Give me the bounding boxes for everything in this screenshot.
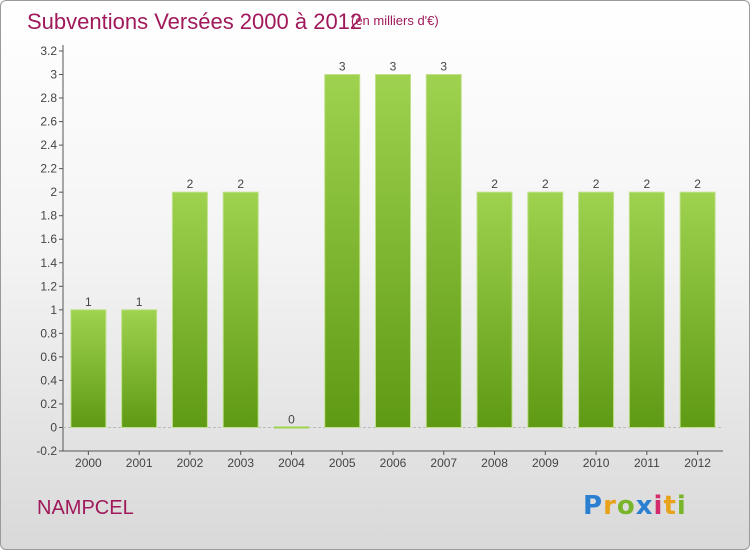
- y-tick-label: 1: [50, 303, 57, 317]
- x-tick-label: 2012: [684, 456, 711, 470]
- logo-letter: i: [653, 491, 664, 521]
- y-tick-label: 1.8: [40, 209, 57, 223]
- chart-title: Subventions Versées 2000 à 2012: [27, 9, 363, 34]
- data-label: 3: [390, 60, 397, 74]
- x-tick-label: 2006: [380, 456, 407, 470]
- logo-letter: i: [676, 491, 687, 521]
- y-tick-label: 2.6: [40, 115, 57, 129]
- y-tick-label: 0.8: [40, 326, 57, 340]
- logo-letter: t: [663, 491, 677, 521]
- data-label: 0: [288, 412, 295, 426]
- y-tick-label: 2.2: [40, 162, 57, 176]
- x-tick-label: 2000: [75, 456, 102, 470]
- bar: [476, 191, 513, 428]
- data-label: 3: [339, 60, 346, 74]
- y-tick-label: 2.8: [40, 91, 57, 105]
- chart-subtitle: (en milliers d'€): [351, 13, 439, 28]
- x-tick-label: 2011: [634, 456, 660, 470]
- bar: [324, 74, 361, 428]
- bar: [578, 191, 615, 428]
- bar: [628, 191, 665, 428]
- data-label: 2: [187, 177, 194, 191]
- data-label: 2: [542, 177, 549, 191]
- x-tick-label: 2007: [430, 456, 457, 470]
- bar: [70, 309, 107, 428]
- data-label: 2: [694, 177, 701, 191]
- logo-letter: P: [583, 491, 604, 521]
- y-tick-label: 0.6: [40, 350, 57, 364]
- x-tick-label: 2001: [126, 456, 153, 470]
- y-tick-label: 3: [50, 68, 57, 82]
- x-tick-label: 2008: [481, 456, 508, 470]
- bar: [171, 191, 208, 428]
- x-tick-label: 2004: [278, 456, 305, 470]
- y-tick-label: 0.4: [40, 373, 57, 387]
- bar: [425, 74, 462, 428]
- y-tick-label: 0: [50, 420, 57, 434]
- bar: [679, 191, 716, 428]
- data-label: 2: [644, 177, 651, 191]
- x-tick-label: 2005: [329, 456, 356, 470]
- y-tick-label: 1.4: [40, 256, 57, 270]
- bar: [121, 309, 158, 428]
- data-label: 3: [440, 60, 447, 74]
- y-tick-label: 1.6: [40, 232, 57, 246]
- logo-letter: o: [616, 491, 636, 521]
- y-tick-label: 3.2: [40, 44, 57, 58]
- y-tick-label: 2.4: [40, 138, 57, 152]
- proxiti-logo[interactable]: Proxiti: [583, 491, 687, 521]
- y-tick-label: 0.2: [40, 397, 57, 411]
- x-tick-label: 2003: [227, 456, 254, 470]
- data-label: 1: [136, 295, 143, 309]
- y-tick-label: 2: [50, 185, 57, 199]
- bar: [222, 191, 259, 428]
- logo-letter: x: [635, 491, 654, 521]
- data-label: 1: [85, 295, 92, 309]
- logo-letter: r: [603, 491, 617, 521]
- data-label: 2: [491, 177, 498, 191]
- x-tick-label: 2010: [583, 456, 610, 470]
- x-tick-label: 2009: [532, 456, 559, 470]
- x-tick-label: 2002: [177, 456, 204, 470]
- bar: [527, 191, 564, 428]
- data-label: 2: [593, 177, 600, 191]
- y-tick-label: 1.2: [40, 279, 57, 293]
- commune-name: NAMPCEL: [37, 497, 134, 519]
- y-tick-label: -0.2: [36, 444, 57, 458]
- bar: [375, 74, 411, 428]
- data-label: 2: [237, 177, 244, 191]
